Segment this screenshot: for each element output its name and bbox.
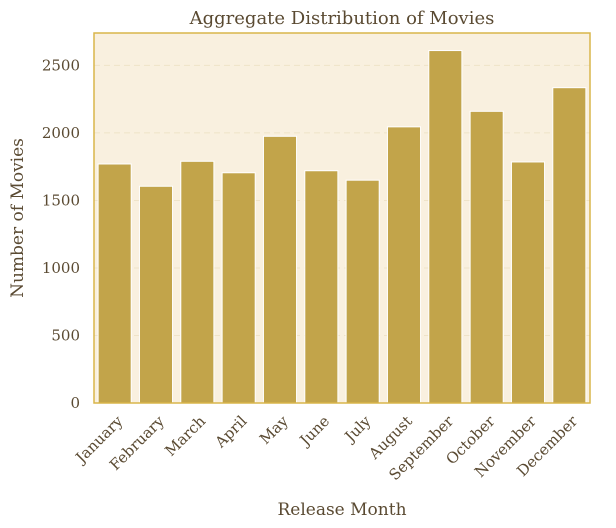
y-tick-label: 2500: [42, 56, 80, 74]
bar-october: [469, 110, 504, 404]
plot-background: [94, 33, 590, 403]
y-tick-label: 2000: [42, 124, 80, 142]
chart-title: Aggregate Distribution of Movies: [189, 8, 495, 29]
x-tick-label: April: [211, 412, 251, 452]
x-tick-label: July: [340, 412, 375, 447]
y-tick-label: 0: [70, 394, 80, 412]
bars: [97, 50, 587, 404]
gridlines: [94, 64, 590, 336]
bar-september: [428, 50, 463, 404]
bar-july: [345, 179, 380, 404]
bar-march: [180, 160, 215, 404]
x-tick-label: March: [161, 412, 209, 460]
y-tick-labels: 0 500 1000 1500 2000 2500: [42, 56, 80, 412]
x-axis-label: Release Month: [277, 500, 406, 520]
bar-may: [262, 135, 298, 404]
x-tick-label: May: [256, 412, 292, 448]
y-tick-label: 1000: [42, 259, 80, 277]
bar-december: [552, 87, 587, 404]
bar-april: [221, 172, 256, 404]
bar-june: [304, 170, 339, 404]
y-axis-label: Number of Movies: [8, 138, 28, 298]
y-tick-label: 1500: [42, 191, 80, 209]
bar-november: [510, 161, 546, 404]
y-tick-label: 500: [51, 326, 80, 344]
plot-frame: [93, 32, 591, 404]
bar-august: [386, 126, 422, 404]
bar-january: [97, 163, 132, 404]
bar-february: [138, 185, 174, 404]
x-tick-label: June: [295, 412, 333, 450]
